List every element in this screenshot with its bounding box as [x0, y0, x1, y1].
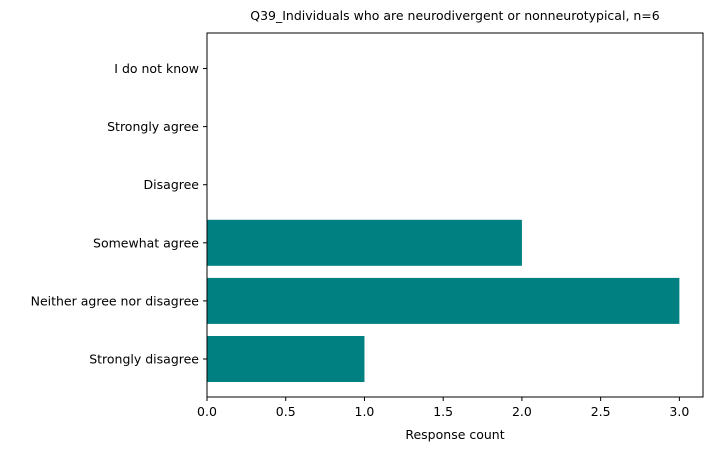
y-tick-label: Disagree [144, 177, 200, 192]
x-tick-label: 1.5 [433, 404, 453, 419]
y-tick-label: Strongly disagree [89, 352, 199, 367]
x-tick-label: 1.0 [355, 404, 375, 419]
bars-group [207, 219, 680, 382]
y-tick-label: I do not know [114, 61, 199, 76]
x-tick-label: 0.0 [197, 404, 217, 419]
x-tick-label: 0.5 [276, 404, 296, 419]
plot-area-frame [206, 32, 704, 398]
x-axis-title: Response count [405, 427, 504, 442]
x-axis: 0.0 0.5 1.0 1.5 2.0 2.5 3.0 [197, 397, 689, 419]
x-tick-label: 2.5 [591, 404, 611, 419]
y-tick-label: Neither agree nor disagree [31, 293, 200, 308]
y-tick-label: Somewhat agree [93, 235, 199, 250]
bar [207, 277, 680, 324]
bar [207, 219, 522, 266]
bar [207, 336, 365, 382]
x-tick-label: 2.0 [512, 404, 532, 419]
y-axis: Strongly disagree Neither agree nor disag… [31, 61, 207, 367]
chart-title: Q39_Individuals who are neurodivergent o… [250, 8, 660, 23]
x-tick-label: 3.0 [669, 404, 689, 419]
y-tick-label: Strongly agree [107, 119, 199, 134]
